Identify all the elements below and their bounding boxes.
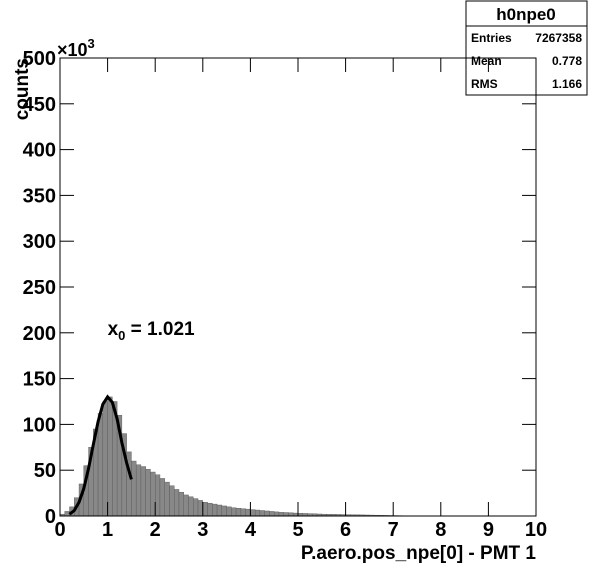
bar [254, 509, 261, 517]
bar [250, 509, 256, 517]
x-axis-label: P.aero.pos_npe[0] - PMT 1 [301, 543, 537, 564]
annotation-main: x [108, 319, 119, 340]
bar [221, 505, 227, 517]
y-tick-label: 100 [23, 414, 56, 436]
y-tick-label: 250 [23, 277, 56, 299]
bar [269, 511, 275, 517]
bar [102, 401, 108, 517]
bar [216, 504, 223, 517]
stats-title: h0npe0 [496, 5, 556, 24]
stats-label: Mean [471, 54, 502, 68]
annotation: x0 = 1.021 [108, 319, 195, 343]
stats-frame [465, 0, 588, 96]
y-tick-label: 50 [34, 460, 56, 482]
bar [154, 474, 161, 517]
bar [164, 481, 170, 517]
x-tick-label: 2 [150, 519, 161, 541]
stats-value: 1.166 [552, 77, 582, 91]
y-tick-label: 400 [23, 140, 56, 162]
stats-label: RMS [471, 77, 498, 91]
bar [107, 396, 113, 517]
bar [212, 503, 218, 517]
bar [150, 471, 156, 517]
bar [183, 494, 189, 517]
x-tick-label: 9 [483, 519, 494, 541]
bar [188, 496, 194, 517]
y-tick-label: 200 [23, 323, 56, 345]
y-multiplier: ×103 [57, 36, 95, 60]
y-tick-label: 350 [23, 185, 56, 207]
y-axis-label: counts [12, 58, 33, 120]
stats-label: Entries [471, 31, 512, 45]
bar [259, 510, 265, 517]
y-tick-label: 500 [23, 48, 56, 70]
bar [202, 502, 208, 517]
y-multiplier-base: ×10 [57, 40, 88, 60]
bar [135, 464, 142, 517]
x-tick-label: 10 [525, 519, 547, 541]
bar [169, 485, 175, 517]
y-tick-label: 300 [23, 231, 56, 253]
x-tick-label: 6 [340, 519, 351, 541]
x-tick-label: 8 [435, 519, 446, 541]
x-tick-label: 4 [245, 519, 257, 541]
bar [226, 506, 232, 517]
y-tick-label: 0 [45, 506, 56, 528]
y-tick-label: 150 [23, 369, 56, 391]
bar [97, 413, 104, 517]
bar [278, 512, 284, 517]
bar [274, 511, 280, 517]
x-tick-label: 7 [388, 519, 399, 541]
y-tick-label: 450 [23, 94, 56, 116]
stats-value: 0.778 [552, 54, 582, 68]
bar [178, 491, 184, 517]
bar [174, 489, 180, 517]
x-tick-label: 5 [292, 519, 303, 541]
bar [240, 508, 246, 517]
x-tick-label: 1 [102, 519, 113, 541]
bar [264, 510, 270, 517]
x-tick-label: 0 [54, 519, 65, 541]
bar [207, 502, 213, 517]
x-tick-label: 3 [197, 519, 208, 541]
bar [145, 469, 151, 517]
bar [159, 478, 165, 517]
bar [131, 460, 137, 517]
fit-line [68, 394, 133, 516]
bar [231, 507, 237, 517]
bar [245, 508, 251, 517]
annotation-rest: = 1.021 [125, 319, 195, 340]
annotation-sub: 0 [118, 328, 125, 343]
bar [283, 512, 289, 517]
bar [235, 508, 242, 517]
bar [140, 466, 146, 517]
bar [197, 500, 203, 517]
bar [193, 498, 199, 517]
stats-value: 7267358 [535, 31, 582, 45]
bar [64, 511, 70, 517]
y-multiplier-exp: 3 [88, 36, 95, 51]
stats-box: h0npe0 Entries 7267358 Mean 0.778 RMS 1.166 [465, 0, 588, 96]
